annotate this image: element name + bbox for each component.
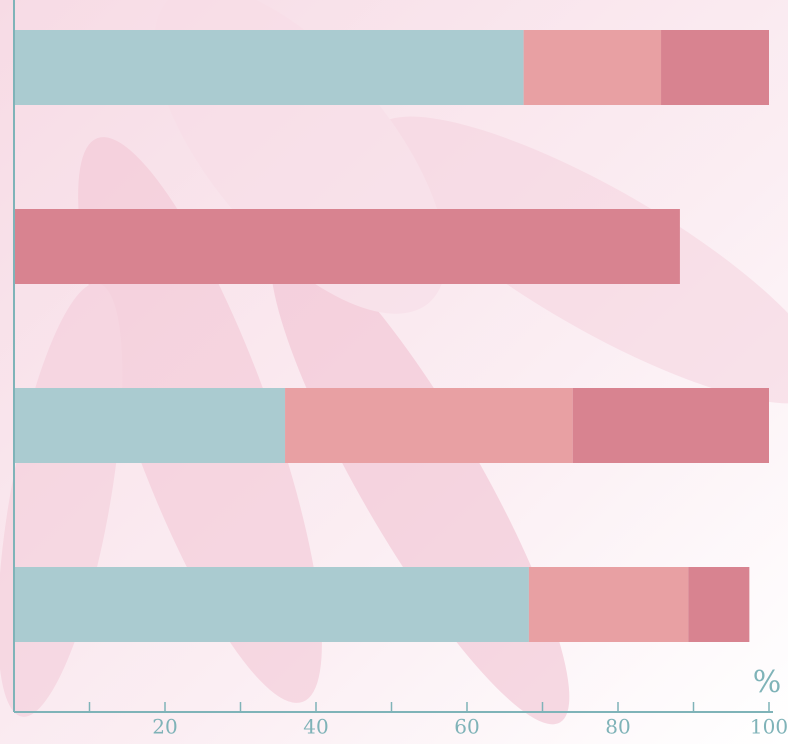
bar-segment [661, 30, 769, 105]
x-tick-label: 60 [454, 715, 479, 739]
bar-segment [573, 388, 769, 463]
bar-segment [14, 567, 529, 642]
bar-segment [14, 209, 680, 284]
x-tick-label: 80 [605, 715, 630, 739]
bar-segment [14, 30, 524, 105]
x-tick-label: 100 [750, 715, 788, 739]
x-axis-label: % [753, 665, 782, 700]
chart: 20 40 60 80 100% [0, 0, 788, 744]
bar-segment [524, 30, 661, 105]
x-tick-label: 40 [303, 715, 328, 739]
bar-segment [688, 567, 749, 642]
bar-segment [529, 567, 688, 642]
bar-segment [14, 388, 285, 463]
bar-segment [285, 388, 573, 463]
x-tick-label: 20 [152, 715, 177, 739]
